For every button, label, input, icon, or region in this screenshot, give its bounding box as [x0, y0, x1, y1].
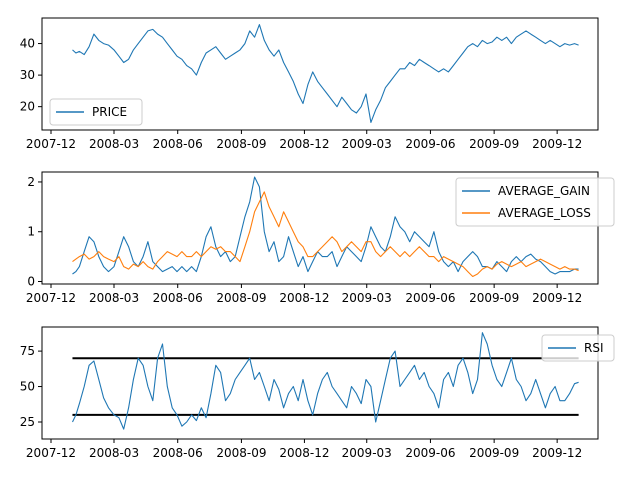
- x-tick-label: 2008-09: [216, 446, 266, 460]
- axes-frame: [41, 17, 599, 131]
- y-tick-label: 40: [20, 37, 35, 51]
- x-tick-label: 2007-12: [26, 137, 76, 151]
- x-tick-label: 2008-06: [153, 291, 203, 305]
- x-tick-label: 2009-09: [469, 137, 519, 151]
- y-tick-label: 75: [20, 344, 35, 358]
- x-tick-label: 2009-06: [405, 446, 455, 460]
- x-tick-label: 2008-03: [89, 291, 139, 305]
- legend-label: AVERAGE_GAIN: [498, 184, 590, 198]
- x-tick-label: 2008-09: [216, 291, 266, 305]
- legend: [541, 334, 615, 362]
- x-tick-label: 2008-12: [279, 137, 329, 151]
- axes-frame: [41, 326, 599, 440]
- y-tick-label: 50: [20, 380, 35, 394]
- legend-label: RSI: [584, 341, 604, 355]
- series-line-rsi: [72, 332, 579, 430]
- x-tick-label: 2009-03: [342, 137, 392, 151]
- series-line-average-gain: [72, 176, 579, 275]
- y-tick-label: 2: [27, 175, 35, 189]
- x-tick-label: 2007-12: [26, 291, 76, 305]
- x-tick-label: 2007-12: [26, 446, 76, 460]
- y-tick-label: 1: [27, 225, 35, 239]
- x-tick-label: 2008-12: [279, 291, 329, 305]
- x-tick-label: 2009-06: [405, 137, 455, 151]
- y-tick-label: 0: [27, 275, 35, 289]
- x-tick-label: 2009-12: [532, 446, 582, 460]
- x-tick-label: 2009-03: [342, 446, 392, 460]
- series-line-average-loss: [72, 191, 579, 278]
- x-tick-label: 2009-09: [469, 446, 519, 460]
- legend-label: AVERAGE_LOSS: [498, 206, 591, 220]
- x-tick-label: 2008-06: [153, 446, 203, 460]
- series-line-price: [72, 24, 579, 123]
- x-tick-label: 2008-06: [153, 137, 203, 151]
- x-tick-label: 2009-12: [532, 291, 582, 305]
- y-tick-label: 20: [20, 100, 35, 114]
- x-tick-label: 2008-12: [279, 446, 329, 460]
- x-tick-label: 2008-03: [89, 137, 139, 151]
- x-tick-label: 2008-03: [89, 446, 139, 460]
- legend: [455, 177, 615, 227]
- y-tick-label: 25: [20, 415, 35, 429]
- x-tick-label: 2009-12: [532, 137, 582, 151]
- y-tick-label: 30: [20, 68, 35, 82]
- x-tick-label: 2009-03: [342, 291, 392, 305]
- x-tick-label: 2009-09: [469, 291, 519, 305]
- x-tick-label: 2009-06: [405, 291, 455, 305]
- legend: [49, 98, 143, 126]
- axes-frame: [41, 171, 599, 285]
- x-tick-label: 2008-09: [216, 137, 266, 151]
- legend-label: PRICE: [92, 105, 127, 119]
